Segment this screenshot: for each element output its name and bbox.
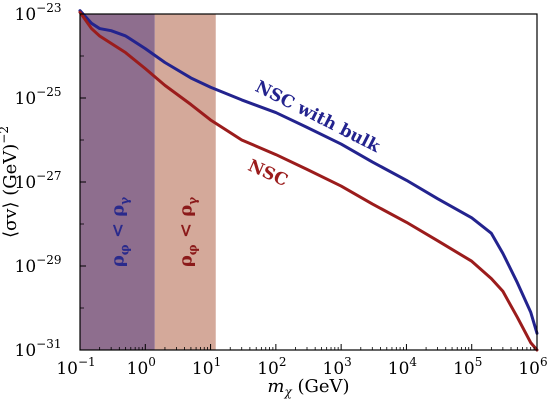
annotation-2: NSC <box>245 156 291 191</box>
ticks: 10−1 100 101 102 103 104 105 106 10−23 10−25 10−27… <box>15 1 548 379</box>
x-tick-label-4: 102 <box>257 355 286 379</box>
annotation-1: NSC with bulk <box>252 77 384 158</box>
axis-titles: mχ (GeV) ⟨σv⟩ (GeV)−2 <box>0 126 350 399</box>
y-tick-label-2: 10−25 <box>15 85 62 109</box>
series-line-1 <box>78 9 539 335</box>
y-tick-label-1: 10−23 <box>15 1 62 25</box>
x-axis-label: mχ (GeV) <box>267 376 349 399</box>
x-tick-label-2: 100 <box>127 355 156 379</box>
y-tick-label-3: 10−27 <box>15 169 62 193</box>
y-tick-label-5: 10−31 <box>15 337 62 361</box>
shaded-regions <box>80 14 216 350</box>
curves <box>78 9 539 352</box>
shaded-band-2 <box>154 14 216 350</box>
x-tick-label-6: 104 <box>388 355 418 379</box>
y-tick-label-4: 10−29 <box>15 253 62 277</box>
shaded-band-1 <box>80 14 155 350</box>
x-tick-label-1: 10−1 <box>56 355 95 379</box>
x-tick-label-3: 101 <box>192 355 221 379</box>
x-tick-label-5: 103 <box>323 355 352 379</box>
band-label-2: ρφ < ργ <box>175 197 199 267</box>
band-labels: ρφ < ργ ρφ < ργ <box>107 197 199 267</box>
y-axis-label: ⟨σv⟩ (GeV)−2 <box>0 126 21 238</box>
x-tick-label-7: 105 <box>453 355 482 379</box>
band-label-1: ρφ < ργ <box>107 197 131 267</box>
x-tick-label-8: 106 <box>518 355 547 379</box>
series-line-2 <box>78 10 539 352</box>
